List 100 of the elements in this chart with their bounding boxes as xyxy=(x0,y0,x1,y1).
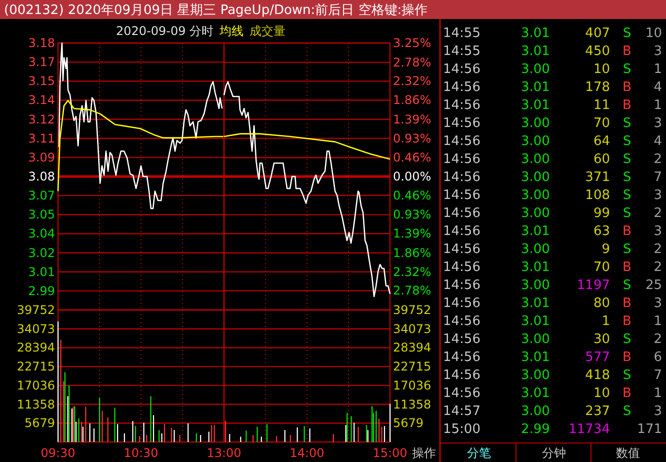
y2-tick-label: 1.39% xyxy=(393,112,432,126)
text: 3.00 xyxy=(521,242,550,257)
text: S xyxy=(622,26,632,41)
text: 14:57 xyxy=(443,404,480,419)
text: S xyxy=(622,404,632,419)
text: 64 xyxy=(593,134,610,149)
text: 80 xyxy=(593,296,610,311)
chart-title: (002132) 2020年09月09日 星期三 PageUp/Down:前后日 空格键:操作 xyxy=(4,3,428,18)
text: 14:56 xyxy=(443,368,480,383)
y-tick-label: 3.08 xyxy=(28,170,55,184)
text: S xyxy=(622,188,632,203)
y2-tick-label: 0.46% xyxy=(393,150,432,165)
text: 14:55 xyxy=(443,26,480,41)
text: 14:56 xyxy=(443,62,480,77)
text: 3.01 xyxy=(521,80,550,95)
x-tick-label: 13:00 xyxy=(206,446,242,460)
y2-tick-label: 2.32% xyxy=(393,264,432,279)
text: 3 xyxy=(654,224,662,239)
chart-subtitle: 2020-09-09 分时 xyxy=(116,24,214,38)
text: 2 xyxy=(654,206,662,221)
text: 10 xyxy=(593,386,610,401)
text: 14:56 xyxy=(443,386,480,401)
y2-tick-label: 34073 xyxy=(393,322,432,336)
text: 15:00 xyxy=(443,422,480,437)
y2-tick-label: 0.93% xyxy=(393,131,432,146)
text: 1197 xyxy=(576,278,610,293)
text: 3.00 xyxy=(521,188,550,203)
text: 2.99 xyxy=(521,422,550,437)
text: 2 xyxy=(654,152,662,167)
text: 2 xyxy=(654,260,662,275)
text: S xyxy=(622,242,632,257)
text: 14:56 xyxy=(443,278,480,293)
text: 9 xyxy=(602,242,610,257)
y2-tick-label: 2.32% xyxy=(393,74,432,88)
text: 操作 xyxy=(412,446,436,460)
y-tick-label: 3.02 xyxy=(28,246,55,260)
y2-tick-label: 17036 xyxy=(393,378,432,392)
text: 25 xyxy=(645,278,662,293)
text: 14:56 xyxy=(443,188,480,203)
text: 3 xyxy=(654,296,662,311)
y2-tick-label: 11358 xyxy=(393,397,432,412)
text: 3.00 xyxy=(521,332,550,347)
y-tick-label: 3.12 xyxy=(28,112,55,126)
y2-tick-label: 2.78% xyxy=(393,284,432,298)
y2-tick-label: 1.86% xyxy=(393,93,432,108)
y-tick-label: 3.17 xyxy=(28,55,55,70)
y-tick-label: 3.09 xyxy=(28,150,55,164)
y-tick-label: 3.14 xyxy=(28,93,55,108)
x-tick-label: 09:30 xyxy=(40,446,76,460)
y-tick-label: 3.11 xyxy=(28,131,55,146)
text: B xyxy=(622,80,632,95)
y2-tick-label: 0.93% xyxy=(393,208,432,222)
text: 6 xyxy=(654,350,662,365)
text: 63 xyxy=(593,224,610,239)
y-tick-label: 39752 xyxy=(16,303,55,317)
text: B xyxy=(622,350,632,365)
text: 60 xyxy=(593,152,610,167)
text: 3 xyxy=(654,188,662,203)
text: 1 xyxy=(654,98,662,113)
y2-tick-label: 39752 xyxy=(393,303,432,317)
x-tick-label: 15:00 xyxy=(372,446,408,460)
text: 418 xyxy=(585,368,610,383)
text: 1 xyxy=(654,386,662,401)
text: 7 xyxy=(654,368,662,383)
x-tick-label: 14:00 xyxy=(290,446,324,460)
y-tick-label: 3.15 xyxy=(28,74,55,88)
text: 14:56 xyxy=(443,296,480,311)
y2-tick-label: 2.78% xyxy=(393,55,432,70)
text: 14:56 xyxy=(443,98,480,113)
y-tick-label: 3.07 xyxy=(28,188,55,203)
text: 3.00 xyxy=(521,116,550,131)
text: 14:55 xyxy=(443,44,480,59)
text: 14:56 xyxy=(443,206,480,221)
y-tick-label: 2.99 xyxy=(28,284,55,298)
text: B xyxy=(622,386,632,401)
text: B xyxy=(622,224,632,239)
text: 1 xyxy=(654,62,662,77)
text: 30 xyxy=(593,332,610,347)
text: 2 xyxy=(654,242,662,257)
text: 1 xyxy=(654,314,662,329)
text: 14:56 xyxy=(443,314,480,329)
text: 3.00 xyxy=(521,206,550,221)
text: 3.00 xyxy=(521,62,550,77)
y2-tick-label: 22715 xyxy=(393,360,432,374)
text: 3.01 xyxy=(521,224,550,239)
text: 分钟 xyxy=(542,446,566,460)
text: 108 xyxy=(585,188,610,203)
text: 2 xyxy=(654,332,662,347)
text: 3 xyxy=(654,404,662,419)
text: 14:56 xyxy=(443,332,480,347)
text: 171 xyxy=(637,422,662,437)
text: S xyxy=(622,278,632,293)
text: S xyxy=(622,62,632,77)
text: 70 xyxy=(593,116,610,131)
y2-tick-label: 3.25% xyxy=(393,36,432,50)
text: 178 xyxy=(585,80,610,95)
text: B xyxy=(622,260,632,275)
text: 分笔 xyxy=(467,446,491,460)
text: 10 xyxy=(645,26,662,41)
text: 14:56 xyxy=(443,170,480,185)
